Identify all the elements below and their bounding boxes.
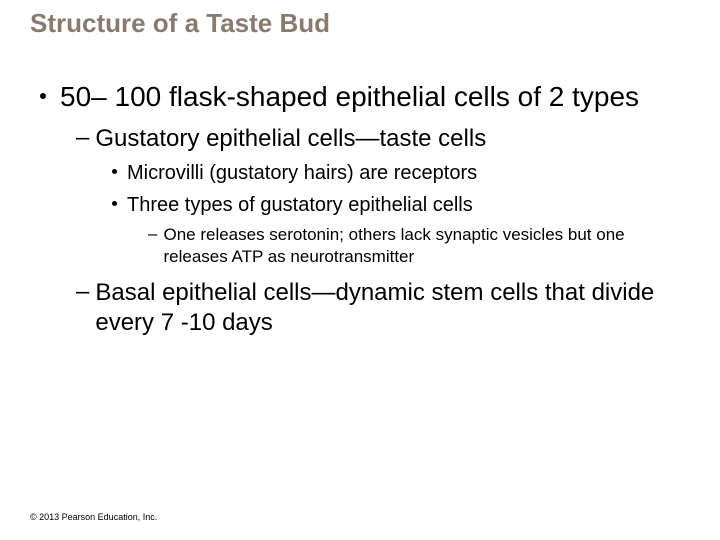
bullet-level3: Three types of gustatory epithelial cell… [112, 192, 680, 218]
bullet-row: 50– 100 flask-shaped epithelial cells of… [40, 79, 680, 114]
bullet-level3: Microvilli (gustatory hairs) are recepto… [112, 160, 680, 186]
bullet-dot-icon [112, 201, 117, 206]
bullet-l4a-text: One releases serotonin; others lack syna… [163, 224, 680, 268]
bullet-l1-text: 50– 100 flask-shaped epithelial cells of… [60, 79, 639, 114]
bullet-level2: – Basal epithelial cells—dynamic stem ce… [76, 278, 680, 338]
dash-icon: – [76, 124, 89, 152]
bullet-l2b-text: Basal epithelial cells—dynamic stem cell… [95, 278, 680, 338]
bullet-l3a-text: Microvilli (gustatory hairs) are recepto… [127, 160, 477, 186]
bullet-level4: – One releases serotonin; others lack sy… [148, 224, 680, 268]
slide-title: Structure of a Taste Bud [0, 0, 720, 39]
bullet-dot-icon [40, 93, 46, 99]
bullet-l3b-text: Three types of gustatory epithelial cell… [127, 192, 473, 218]
copyright-text: © 2013 Pearson Education, Inc. [30, 512, 157, 522]
bullet-l2a-text: Gustatory epithelial cells—taste cells [95, 124, 486, 154]
bullet-level2: – Gustatory epithelial cells—taste cells [76, 124, 680, 154]
dash-icon: – [76, 278, 89, 306]
dash-icon: – [148, 224, 157, 244]
bullet-level1: 50– 100 flask-shaped epithelial cells of… [40, 79, 680, 338]
bullet-dot-icon [112, 169, 117, 174]
content-area: 50– 100 flask-shaped epithelial cells of… [0, 39, 720, 338]
